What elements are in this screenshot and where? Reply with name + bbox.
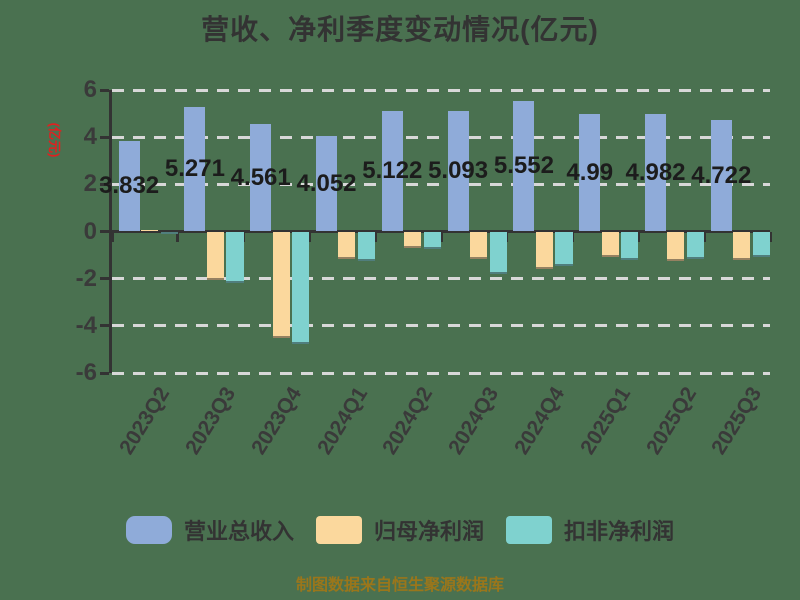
- y-axis-tick: [100, 230, 109, 233]
- x-axis-label: 2023Q4: [246, 383, 307, 459]
- bar-s0-2023Q4[interactable]: [250, 123, 272, 232]
- legend-label: 营业总收入: [183, 519, 294, 544]
- grid-line: [112, 277, 770, 281]
- x-axis-tick: [242, 231, 246, 242]
- y-tick-label: 0: [83, 217, 97, 245]
- x-axis-tick: [702, 231, 706, 242]
- bar-s1-2025Q2[interactable]: [667, 231, 685, 262]
- bar-s0-2025Q2[interactable]: [644, 114, 667, 232]
- legend-item-total-revenue[interactable]: 营业总收入: [125, 514, 294, 546]
- y-tick-label: -6: [75, 359, 97, 386]
- y-axis-tick: [100, 88, 109, 92]
- x-axis-label: 2024Q1: [312, 383, 372, 459]
- legend-label: 归母净利润: [373, 519, 484, 544]
- bar-s2-2023Q3[interactable]: [226, 231, 244, 284]
- legend: 营业总收入 归母净利润 扣非净利润: [0, 514, 800, 546]
- grid-line: [112, 88, 770, 92]
- y-tick-label: -4: [75, 311, 97, 339]
- legend-swatch-blue: [125, 516, 172, 544]
- bar-s0-2024Q1[interactable]: [315, 135, 338, 232]
- bar-s2-2024Q3[interactable]: [489, 231, 507, 274]
- x-axis-tick: [439, 231, 443, 242]
- y-axis-tick: [100, 277, 109, 281]
- bar-s1-2024Q2[interactable]: [404, 231, 422, 248]
- x-axis-label: 2023Q2: [115, 383, 175, 459]
- bar-s1-2023Q4[interactable]: [272, 231, 290, 338]
- bar-s0-2024Q4[interactable]: [513, 100, 535, 232]
- x-axis-tick: [110, 231, 114, 242]
- source-note: 制图数据来自恒生聚源数据库: [295, 577, 504, 594]
- bar-s2-2024Q2[interactable]: [423, 231, 441, 250]
- x-axis-label: 2024Q3: [444, 383, 504, 459]
- y-tick-label: 4: [83, 123, 97, 151]
- bar-s0-2025Q1[interactable]: [579, 113, 601, 232]
- y-tick-label: -2: [75, 264, 97, 292]
- y-tick-label: 2: [83, 170, 97, 198]
- legend-label: 扣非净利润: [564, 519, 675, 544]
- bar-s1-2024Q3[interactable]: [469, 231, 488, 259]
- y-axis-tick: [100, 182, 109, 186]
- x-axis-tick: [307, 231, 311, 242]
- x-axis-tick: [373, 231, 377, 242]
- bar-s1-2024Q4[interactable]: [535, 231, 553, 269]
- bar-s2-2025Q3[interactable]: [752, 231, 770, 258]
- grid-line: [112, 324, 770, 328]
- legend-item-net-profit[interactable]: 归母净利润: [315, 514, 484, 546]
- bar-s0-2024Q2[interactable]: [381, 110, 403, 232]
- legend-swatch-tan: [315, 516, 362, 544]
- x-axis-label: 2024Q2: [378, 383, 438, 459]
- y-axis-tick: [100, 135, 109, 139]
- bar-s2-2025Q2[interactable]: [687, 231, 705, 259]
- x-axis-label: 2025Q1: [575, 383, 636, 459]
- x-axis-tick: [768, 231, 772, 242]
- bar-s2-2024Q1[interactable]: [358, 231, 376, 262]
- bar-s1-2023Q2[interactable]: [140, 229, 159, 232]
- plot-area: 6 4 2 0 -2 -4 -6 3.832 5.271 4.561 4.052 5.122 5.093…: [76, 76, 772, 459]
- y-axis-tick: [100, 324, 109, 328]
- bar-s2-2023Q4[interactable]: [292, 231, 310, 345]
- bar-s1-2024Q1[interactable]: [338, 231, 356, 259]
- x-axis-label: 2025Q2: [641, 383, 701, 459]
- x-axis-label: 2025Q3: [707, 383, 767, 459]
- x-axis-label: 2023Q3: [181, 383, 241, 459]
- bar-s1-2023Q3[interactable]: [206, 231, 224, 280]
- y-tick-label: 6: [83, 76, 97, 103]
- grid-line: [112, 182, 770, 186]
- bar-s1-2025Q1[interactable]: [601, 231, 619, 258]
- x-axis-tick: [176, 231, 180, 242]
- bar-s1-2025Q3[interactable]: [733, 231, 751, 260]
- legend-item-non-gaap-net-profit[interactable]: 扣非净利润: [506, 514, 674, 546]
- chart-title: 营收、净利季度变动情况(亿元): [201, 14, 599, 45]
- bar-s0-2025Q3[interactable]: [710, 120, 732, 232]
- bar-s2-2025Q1[interactable]: [621, 231, 639, 260]
- x-axis-tick: [636, 231, 640, 242]
- bar-s0-2023Q2[interactable]: [118, 141, 140, 232]
- y-axis-tick: [100, 371, 109, 375]
- legend-swatch-cyan: [506, 516, 552, 544]
- bar-s2-2023Q2[interactable]: [160, 231, 178, 234]
- grid-line: [112, 371, 770, 375]
- bar-s2-2024Q4[interactable]: [555, 231, 573, 266]
- bar-s0-2024Q3[interactable]: [447, 111, 469, 232]
- x-axis-tick: [571, 231, 575, 242]
- grid-line: [112, 135, 770, 139]
- x-axis-label: 2024Q4: [510, 383, 570, 459]
- bar-s0-2023Q3[interactable]: [184, 107, 206, 232]
- x-axis-tick: [505, 231, 509, 242]
